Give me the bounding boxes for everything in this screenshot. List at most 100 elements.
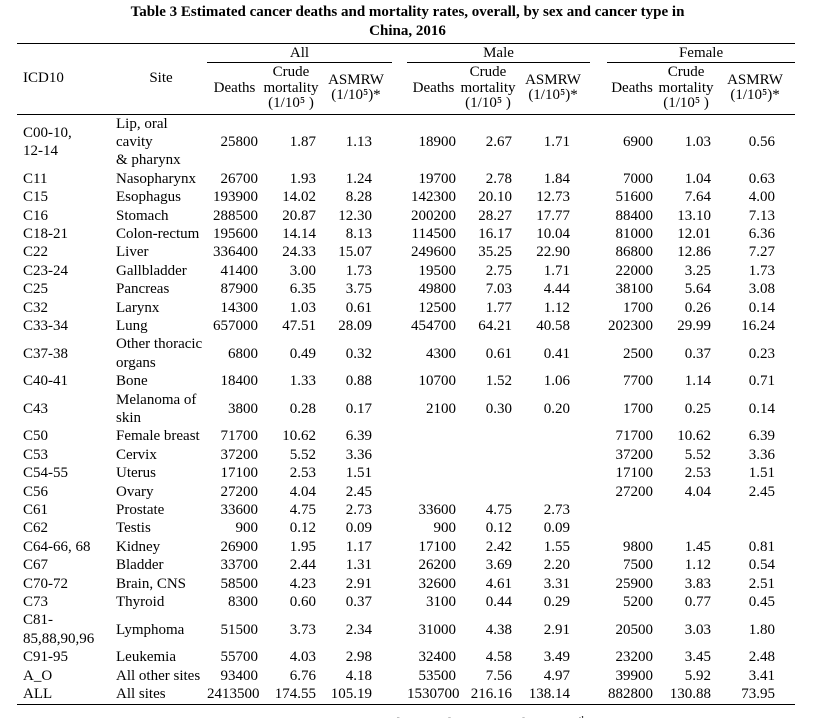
- cell-site: Uterus: [116, 465, 156, 482]
- column-spacer: [392, 611, 407, 648]
- cell-female-deaths: 5200: [623, 594, 654, 611]
- group-header-male: Male: [407, 43, 591, 63]
- cell-male-crude-mortality: 16.17: [478, 225, 512, 242]
- cell-all-crude-mortality: 2.53: [289, 465, 316, 482]
- cell-male-crude-mortality: 35.25: [478, 244, 512, 261]
- cell-female-deaths: 86800: [615, 244, 654, 261]
- cell-icd10: C54-55: [23, 465, 68, 482]
- col-header-female-crude-mortality: Crude mortality (1/10⁵ ): [657, 62, 716, 115]
- cell-male-deaths: 33600: [418, 502, 457, 519]
- table-row: C40-41 Bone 18400 1.33 0.88 10700 1.52 1.06 7700…: [17, 372, 795, 390]
- col-header-all-deaths: Deaths: [207, 62, 262, 115]
- cell-female-asmrw: 6.36: [748, 225, 776, 242]
- column-spacer: [590, 225, 607, 243]
- column-spacer: [392, 335, 407, 372]
- table-row: C64-66, 68 Kidney 26900 1.95 1.17 17100 2.42 1.…: [17, 538, 795, 556]
- cell-female-crude-mortality: 7.64: [684, 189, 712, 206]
- cell-female-asmrw: 0.54: [748, 557, 776, 574]
- column-spacer: [392, 446, 407, 464]
- cancer-mortality-table: ICD10 Site All Male Female Deaths Crude …: [17, 43, 796, 705]
- table-row: A_O All other sites 93400 6.76 4.18 53500 7.56…: [17, 667, 795, 685]
- cell-icd10: C15: [23, 189, 49, 206]
- cell-all-deaths: 71700: [220, 428, 259, 445]
- cell-all-asmrw: 1.31: [345, 557, 372, 574]
- cell-female-deaths: 9800: [623, 538, 654, 555]
- cell-all-asmrw: 28.09: [338, 317, 372, 334]
- cell-male-crude-mortality: [460, 483, 516, 501]
- cell-all-asmrw: 0.88: [345, 373, 372, 390]
- cell-male-deaths: 1530700: [407, 685, 460, 705]
- cell-male-crude-mortality: 2.78: [485, 170, 512, 187]
- table-title: Table 3 Estimated cancer deaths and mort…: [0, 0, 815, 41]
- cell-male-asmrw: 0.41: [543, 345, 571, 362]
- cell-female-deaths: 1700: [623, 400, 654, 417]
- column-spacer: [590, 207, 607, 225]
- cell-female-crude-mortality: 1.04: [684, 170, 712, 187]
- cell-all-deaths: 900: [235, 520, 259, 537]
- table-row: C54-55 Uterus 17100 2.53 1.51 17100 2.53 1.51: [17, 464, 795, 482]
- cell-male-crude-mortality: 0.61: [485, 345, 512, 362]
- cell-icd10: C67: [23, 557, 49, 574]
- table-row: C61 Prostate 33600 4.75 2.73 33600 4.75 2.73: [17, 501, 795, 519]
- cell-all-asmrw: 8.28: [345, 189, 372, 206]
- column-spacer: [590, 243, 607, 261]
- column-spacer: [590, 262, 607, 280]
- cell-male-deaths: 2100: [426, 400, 456, 417]
- cell-icd10: C50: [23, 428, 49, 445]
- cell-female-deaths: 23200: [615, 649, 654, 666]
- cell-female-crude-mortality: 10.62: [677, 428, 712, 445]
- column-spacer: [392, 225, 407, 243]
- cell-site: Esophagus: [116, 189, 181, 206]
- cell-icd10: C22: [23, 244, 49, 261]
- cell-male-deaths: 32600: [418, 575, 457, 592]
- cell-male-crude-mortality: 28.27: [478, 207, 512, 224]
- cell-female-crude-mortality: 0.25: [684, 400, 712, 417]
- footnote-superscript: th: [579, 715, 587, 718]
- cell-site: Melanoma of skin: [116, 391, 197, 426]
- cell-female-crude-mortality: 3.25: [684, 262, 712, 279]
- cell-female-deaths: 7500: [623, 557, 654, 574]
- cell-male-deaths: 454700: [411, 317, 456, 334]
- cell-female-asmrw: 0.63: [748, 170, 776, 187]
- cell-male-asmrw: 2.20: [543, 557, 571, 574]
- cell-male-deaths: 17100: [418, 538, 457, 555]
- group-header-female: Female: [607, 43, 796, 63]
- cell-all-asmrw: 1.73: [345, 262, 372, 279]
- cell-male-asmrw: 138.14: [516, 685, 591, 705]
- column-spacer: [590, 501, 607, 519]
- cell-female-crude-mortality: 3.83: [684, 575, 712, 592]
- cell-male-deaths: 53500: [418, 667, 457, 684]
- column-spacer: [590, 593, 607, 611]
- cell-female-asmrw: 0.23: [748, 345, 776, 362]
- cell-all-deaths: 51500: [220, 621, 259, 638]
- table-row: C62 Testis 900 0.12 0.09 900 0.12 0.09: [17, 519, 795, 537]
- table-row: C33-34 Lung 657000 47.51 28.09 454700 64.21 40.…: [17, 317, 795, 335]
- cell-male-crude-mortality: 7.56: [485, 667, 512, 684]
- table-row: C16 Stomach 288500 20.87 12.30 200200 28.27 17.…: [17, 207, 795, 225]
- cell-male-asmrw: 0.29: [543, 594, 571, 611]
- cell-icd10: C00-10, 12-14: [23, 124, 72, 160]
- column-spacer: [392, 372, 407, 390]
- table-row: C91-95 Leukemia 55700 4.03 2.98 32400 4.58 3.49…: [17, 648, 795, 666]
- cell-male-asmrw: [516, 446, 590, 464]
- cell-all-crude-mortality: 0.60: [289, 594, 316, 611]
- cell-all-deaths: 27200: [220, 483, 259, 500]
- column-spacer: [590, 538, 607, 556]
- cell-male-deaths: 10700: [418, 373, 457, 390]
- cell-icd10: C16: [23, 207, 49, 224]
- cell-female-deaths: 2500: [623, 345, 654, 362]
- cell-male-asmrw: 40.58: [536, 317, 571, 334]
- cell-icd10: C70-72: [23, 575, 68, 592]
- cell-all-crude-mortality: 1.87: [289, 133, 316, 150]
- table-row: C81-85,88,90,96 Lymphoma 51500 3.73 2.34 3100…: [17, 611, 795, 648]
- cell-all-crude-mortality: 6.76: [289, 667, 316, 684]
- column-spacer: [392, 556, 407, 574]
- cell-site: Gallbladder: [116, 262, 187, 279]
- cell-all-crude-mortality: 0.49: [289, 345, 316, 362]
- cell-icd10: C25: [23, 281, 49, 298]
- cell-icd10: ALL: [17, 685, 115, 705]
- cell-icd10: C32: [23, 299, 49, 316]
- cell-female-asmrw: 7.13: [748, 207, 776, 224]
- cell-male-asmrw: 1.12: [543, 299, 571, 316]
- cell-female-deaths: 25900: [615, 575, 654, 592]
